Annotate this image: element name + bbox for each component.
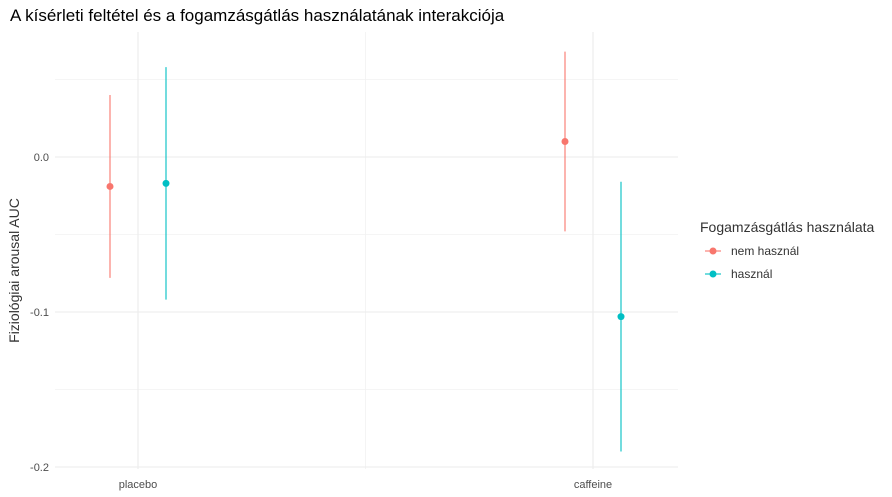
data-point: [617, 313, 625, 321]
data-point: [561, 138, 569, 145]
data-marks: [106, 51, 625, 452]
data-point: [106, 182, 114, 190]
chart-title: A kísérleti feltétel és a fogamzásgátlás…: [10, 6, 505, 25]
y-tick-label: -0.2: [30, 462, 49, 474]
legend-label: használ: [731, 267, 772, 281]
x-tick-label: placebo: [119, 479, 158, 491]
data-point: [162, 179, 170, 187]
legend-key-point: [709, 270, 717, 278]
legend-label: nem használ: [731, 244, 799, 258]
y-tick-label: -0.1: [30, 307, 49, 319]
legend-key-point: [709, 247, 717, 255]
legend: Fogamzásgátlás használata nem használ hasz…: [700, 219, 875, 281]
grid: [55, 32, 678, 469]
y-tick-label: 0.0: [34, 152, 49, 164]
axes: 0.0 -0.1 -0.2 placebo caffeine Fiziológiai ar…: [6, 152, 612, 491]
y-axis-title: Fiziológiai arousal AUC: [6, 198, 22, 343]
x-tick-label: caffeine: [574, 479, 612, 491]
legend-title: Fogamzásgátlás használata: [700, 219, 875, 235]
